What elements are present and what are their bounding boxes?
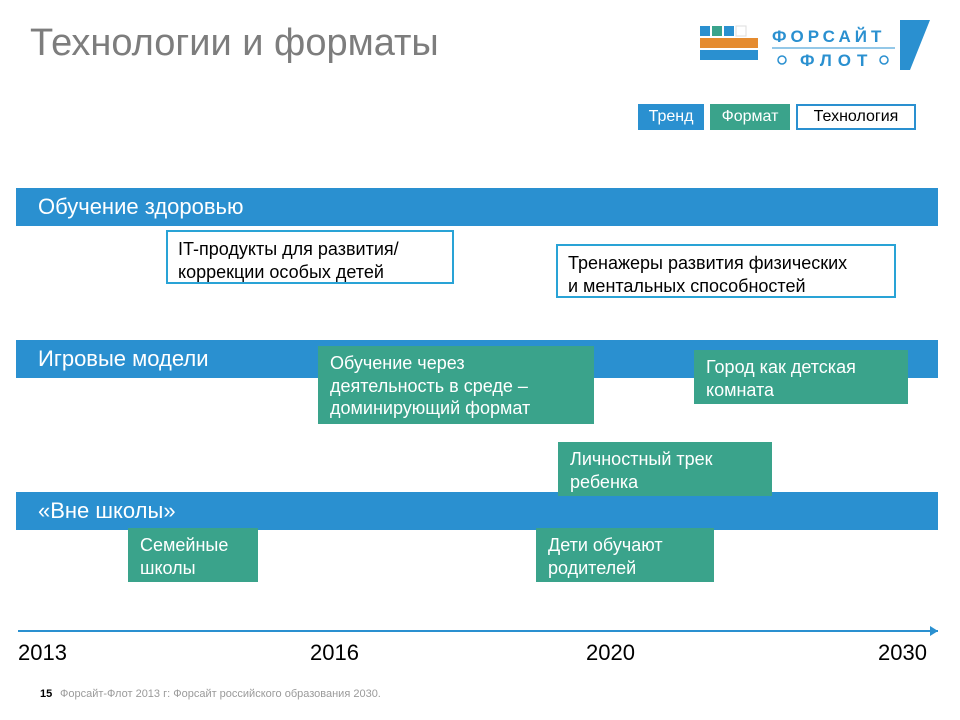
page-title: Технологии и форматы (30, 22, 439, 65)
timeline-tick-label: 2030 (878, 640, 927, 666)
page-number: 15 (40, 688, 52, 700)
timeline-arrow (18, 625, 938, 637)
timeline (18, 624, 938, 642)
legend-tech: Технология (796, 104, 916, 130)
timeline-tick-label: 2020 (586, 640, 635, 666)
format-box: Дети обучаютродителей (536, 528, 714, 582)
arrow-head-icon (930, 626, 938, 636)
technology-box: IT-продукты для развития/коррекции особы… (166, 230, 454, 284)
format-box: Город как детскаякомната (694, 350, 908, 404)
svg-text:ФОРСАЙТ: ФОРСАЙТ (772, 27, 885, 46)
svg-text:ФЛОТ: ФЛОТ (800, 51, 873, 70)
timeline-tick-label: 2013 (18, 640, 67, 666)
legend-trend: Тренд (638, 104, 704, 130)
slide-root: { "title": { "text": "Технологии и форма… (0, 0, 960, 720)
footer-text: Форсайт-Флот 2013 г: Форсайт российского… (60, 688, 381, 700)
timeline-tick-label: 2016 (310, 640, 359, 666)
technology-box: Тренажеры развития физическихи ментальны… (556, 244, 896, 298)
logo: ФОРСАЙТ ФЛОТ (700, 20, 930, 81)
legend-format: Формат (710, 104, 790, 130)
trend-bar: Обучение здоровью (16, 188, 938, 226)
format-box: Семейныешколы (128, 528, 258, 582)
logo-svg: ФОРСАЙТ ФЛОТ (700, 20, 930, 76)
trend-bar: «Вне школы» (16, 492, 938, 530)
format-box: Обучение черездеятельность в среде –доми… (318, 346, 594, 424)
format-box: Личностный трекребенка (558, 442, 772, 496)
